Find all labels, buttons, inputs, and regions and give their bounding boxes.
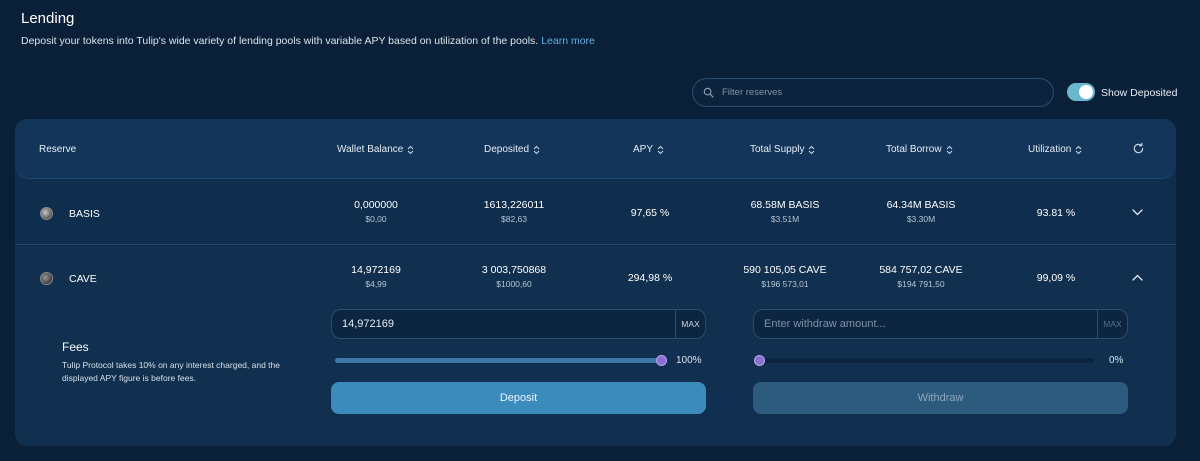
col-reserve-label: Reserve <box>39 144 77 155</box>
sort-icon <box>407 145 414 154</box>
utilization-cell: 93.81 % <box>991 207 1121 219</box>
deposit-slider[interactable] <box>335 358 662 363</box>
filter-reserves[interactable] <box>692 78 1054 107</box>
total-supply-cell: 68.58M BASIS $3.51M <box>720 199 850 224</box>
chevron-down-icon[interactable] <box>1132 209 1143 216</box>
col-deposited[interactable]: Deposited <box>484 144 540 155</box>
table-header: Reserve Wallet Balance Deposited APY Tot… <box>15 119 1176 179</box>
deposited-cell: 3 003,750868 $1000,60 <box>449 264 579 289</box>
withdraw-amount-input[interactable] <box>754 318 1097 330</box>
sort-icon <box>657 145 664 154</box>
withdraw-amount-box[interactable]: MAX <box>753 309 1128 339</box>
utilization: 99,09 % <box>1036 272 1076 284</box>
apy-cell: 294,98 % <box>585 272 715 284</box>
learn-more-link[interactable]: Learn more <box>541 35 595 47</box>
fees-title: Fees <box>62 340 89 354</box>
deposited-usd: $1000,60 <box>496 279 532 289</box>
col-wallet-balance-label: Wallet Balance <box>337 144 404 155</box>
apy: 97,65 % <box>630 207 670 219</box>
show-deposited-label: Show Deposited <box>1101 87 1178 99</box>
subtitle-text: Deposit your tokens into Tulip's wide va… <box>21 35 539 47</box>
withdraw-max-button[interactable]: MAX <box>1097 310 1127 338</box>
total-supply: 590 105,05 CAVE <box>743 264 827 276</box>
col-apy[interactable]: APY <box>633 144 664 155</box>
total-borrow-cell: 584 757,02 CAVE $194 791,50 <box>856 264 986 289</box>
sort-icon <box>533 145 540 154</box>
wallet-balance: 0,000000 <box>354 199 398 211</box>
total-supply-usd: $196 573,01 <box>761 279 809 289</box>
total-borrow: 584 757,02 CAVE <box>879 264 963 276</box>
wallet-balance-usd: $0,00 <box>365 214 387 224</box>
wallet-balance: 14,972169 <box>351 264 401 276</box>
deposit-slider-thumb[interactable] <box>656 355 667 366</box>
col-total-borrow-label: Total Borrow <box>886 144 942 155</box>
cave-coin-icon <box>40 272 53 285</box>
withdraw-percent: 0% <box>1109 355 1124 366</box>
search-icon <box>703 87 714 98</box>
refresh-icon[interactable] <box>1132 142 1145 155</box>
deposit-amount-input[interactable] <box>332 318 675 330</box>
basis-coin-icon <box>40 207 53 220</box>
utilization-cell: 99,09 % <box>991 272 1121 284</box>
col-total-supply[interactable]: Total Supply <box>750 144 815 155</box>
show-deposited-toggle[interactable] <box>1067 83 1095 101</box>
withdraw-slider[interactable] <box>759 358 1094 363</box>
wallet-balance-cell: 0,000000 $0,00 <box>311 199 441 224</box>
col-wallet-balance[interactable]: Wallet Balance <box>337 144 414 155</box>
total-borrow-cell: 64.34M BASIS $3.30M <box>856 199 986 224</box>
withdraw-button[interactable]: Withdraw <box>753 382 1128 414</box>
utilization: 93.81 % <box>1036 207 1076 219</box>
filter-reserves-input[interactable] <box>722 87 1053 98</box>
total-borrow-usd: $3.30M <box>906 214 936 224</box>
page-subtitle: Deposit your tokens into Tulip's wide va… <box>21 35 595 47</box>
col-reserve: Reserve <box>39 144 76 155</box>
asset-name: CAVE <box>69 273 97 285</box>
page-title: Lending <box>21 10 75 27</box>
deposit-percent: 100% <box>676 355 702 366</box>
total-borrow: 64.34M BASIS <box>886 199 956 211</box>
wallet-balance-usd: $4,99 <box>365 279 387 289</box>
col-total-supply-label: Total Supply <box>750 144 805 155</box>
table-row[interactable]: BASIS 0,000000 $0,00 1613,226011 $82,63 … <box>15 181 1176 245</box>
withdraw-slider-thumb[interactable] <box>754 355 765 366</box>
col-utilization-label: Utilization <box>1028 144 1072 155</box>
apy-cell: 97,65 % <box>585 207 715 219</box>
deposited: 1613,226011 <box>483 199 545 211</box>
toggle-knob <box>1079 85 1093 99</box>
asset-name: BASIS <box>69 208 100 220</box>
col-utilization[interactable]: Utilization <box>1028 144 1082 155</box>
fees-description: Tulip Protocol takes 10% on any interest… <box>62 360 280 383</box>
apy: 294,98 % <box>627 272 673 284</box>
chevron-up-icon[interactable] <box>1132 274 1143 281</box>
total-supply-usd: $3.51M <box>770 214 800 224</box>
deposit-max-button[interactable]: MAX <box>675 310 705 338</box>
table-row[interactable]: CAVE 14,972169 $4,99 3 003,750868 $1000,… <box>15 246 1176 446</box>
wallet-balance-cell: 14,972169 $4,99 <box>311 264 441 289</box>
deposit-amount-box[interactable]: MAX <box>331 309 706 339</box>
total-supply-cell: 590 105,05 CAVE $196 573,01 <box>720 264 850 289</box>
total-borrow-usd: $194 791,50 <box>897 279 945 289</box>
reserves-table: Reserve Wallet Balance Deposited APY Tot… <box>15 119 1176 446</box>
deposited-usd: $82,63 <box>501 214 527 224</box>
col-total-borrow[interactable]: Total Borrow <box>886 144 953 155</box>
sort-icon <box>946 145 952 154</box>
col-deposited-label: Deposited <box>484 144 530 155</box>
sort-icon <box>1076 145 1082 154</box>
sort-icon <box>809 145 815 154</box>
col-apy-label: APY <box>633 144 654 155</box>
deposited-cell: 1613,226011 $82,63 <box>449 199 579 224</box>
total-supply: 68.58M BASIS <box>750 199 820 211</box>
deposit-button[interactable]: Deposit <box>331 382 706 414</box>
deposited: 3 003,750868 <box>481 264 547 276</box>
